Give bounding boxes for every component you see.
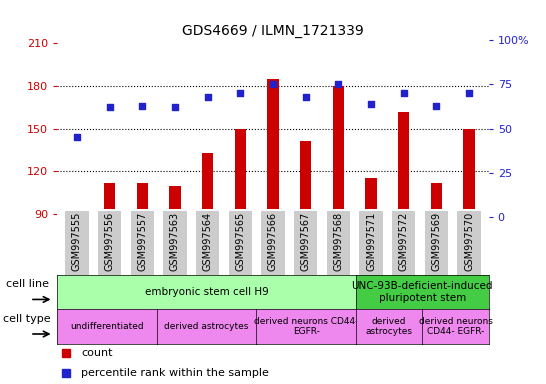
FancyBboxPatch shape <box>294 210 317 275</box>
Bar <box>136 183 148 342</box>
FancyBboxPatch shape <box>229 210 252 275</box>
Bar <box>365 179 377 342</box>
Text: percentile rank within the sample: percentile rank within the sample <box>81 367 269 377</box>
Point <box>399 90 408 96</box>
Text: derived neurons CD44-
EGFR-: derived neurons CD44- EGFR- <box>254 317 358 336</box>
Point <box>334 81 343 88</box>
FancyBboxPatch shape <box>458 210 481 275</box>
Text: GSM997556: GSM997556 <box>105 212 115 271</box>
FancyBboxPatch shape <box>65 210 88 275</box>
Point <box>236 90 245 96</box>
Text: GSM997563: GSM997563 <box>170 212 180 271</box>
Text: derived
astrocytes: derived astrocytes <box>366 317 413 336</box>
Text: GSM997568: GSM997568 <box>334 212 343 271</box>
Point <box>203 94 212 100</box>
FancyBboxPatch shape <box>98 210 121 275</box>
Point <box>465 90 473 96</box>
FancyBboxPatch shape <box>130 210 154 275</box>
FancyBboxPatch shape <box>261 210 285 275</box>
Title: GDS4669 / ILMN_1721339: GDS4669 / ILMN_1721339 <box>182 24 364 38</box>
Text: cell line: cell line <box>6 279 49 289</box>
Text: embryonic stem cell H9: embryonic stem cell H9 <box>145 287 269 297</box>
FancyBboxPatch shape <box>425 210 448 275</box>
Bar <box>104 183 115 342</box>
Bar <box>169 185 181 342</box>
Text: GSM997569: GSM997569 <box>431 212 441 271</box>
Point <box>301 94 310 100</box>
Point <box>105 104 114 111</box>
FancyBboxPatch shape <box>359 210 383 275</box>
Text: undifferentiated: undifferentiated <box>70 322 144 331</box>
Text: GSM997572: GSM997572 <box>399 212 409 271</box>
Bar <box>235 129 246 342</box>
Bar <box>71 211 82 342</box>
Point <box>138 103 147 109</box>
Text: derived astrocytes: derived astrocytes <box>164 322 249 331</box>
Text: GSM997571: GSM997571 <box>366 212 376 271</box>
Bar <box>431 183 442 342</box>
Text: GSM997566: GSM997566 <box>268 212 278 271</box>
Point <box>269 81 277 88</box>
Text: UNC-93B-deficient-induced
pluripotent stem: UNC-93B-deficient-induced pluripotent st… <box>352 281 493 303</box>
Text: GSM997564: GSM997564 <box>203 212 212 271</box>
FancyBboxPatch shape <box>163 210 187 275</box>
Bar <box>398 111 410 342</box>
Bar <box>202 153 213 342</box>
Bar <box>300 141 311 342</box>
Text: GSM997567: GSM997567 <box>301 212 311 271</box>
Point <box>367 101 376 107</box>
Text: GSM997565: GSM997565 <box>235 212 245 271</box>
Point <box>73 134 81 141</box>
Point <box>432 103 441 109</box>
Text: GSM997570: GSM997570 <box>464 212 474 271</box>
Point <box>170 104 179 111</box>
Text: GSM997555: GSM997555 <box>72 212 82 271</box>
Text: derived neurons
CD44- EGFR-: derived neurons CD44- EGFR- <box>419 317 492 336</box>
Bar <box>464 129 475 342</box>
Bar <box>333 86 344 342</box>
Text: GSM997557: GSM997557 <box>137 212 147 271</box>
Bar <box>268 79 278 342</box>
FancyBboxPatch shape <box>327 210 350 275</box>
FancyBboxPatch shape <box>392 210 416 275</box>
Text: cell type: cell type <box>3 314 51 324</box>
FancyBboxPatch shape <box>196 210 219 275</box>
Text: count: count <box>81 348 112 358</box>
